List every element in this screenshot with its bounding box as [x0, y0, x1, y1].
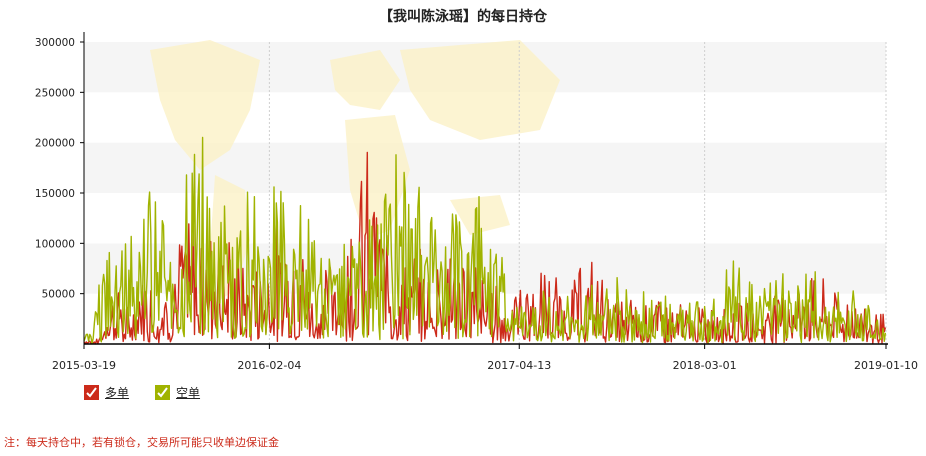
y-tick-label: 300000	[35, 37, 75, 49]
y-tick-label: 100000	[35, 238, 75, 250]
map-shape	[450, 195, 510, 235]
legend-item-long[interactable]: 多单	[84, 384, 129, 401]
map-shape	[150, 40, 260, 170]
map-shape	[400, 40, 560, 140]
y-tick-label: 150000	[35, 188, 75, 200]
x-tick-label: 2018-03-01	[673, 359, 737, 372]
chart-title: 【我叫陈泳瑶】的每日持仓	[379, 9, 547, 25]
checkbox-icon[interactable]	[155, 384, 171, 400]
checkbox-icon[interactable]	[84, 384, 99, 400]
footnote: 注：每天持仓中，若有锁仓，交易所可能只收单边保证金	[4, 436, 279, 449]
map-shape	[330, 50, 400, 110]
y-tick-label: 250000	[35, 87, 75, 99]
y-tick-label: 200000	[35, 138, 75, 150]
x-tick-label: 2017-04-13	[487, 359, 551, 372]
series-line	[83, 136, 887, 345]
world-map-watermark	[150, 40, 560, 300]
legend-item-short[interactable]: 空单	[155, 384, 200, 401]
legend: 多单 空单	[84, 383, 200, 401]
legend-label-short: 空单	[176, 385, 201, 400]
x-tick-label: 2019-01-10	[854, 359, 918, 372]
axes: 50000 100000 150000 200000 250000 300000 2015-…	[35, 32, 918, 372]
series-layer	[83, 136, 887, 345]
x-tick-label: 2016-02-04	[237, 359, 301, 372]
legend-label-long: 多单	[105, 385, 130, 400]
x-tick-label: 2015-03-19	[52, 359, 116, 372]
y-tick-label: 50000	[42, 289, 75, 301]
